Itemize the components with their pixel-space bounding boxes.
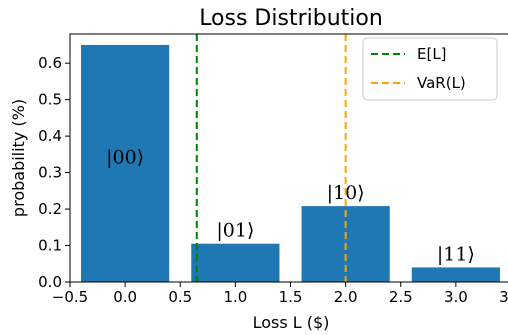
x-tick-label: 2.5: [389, 288, 413, 306]
y-tick-label: 0.3: [38, 164, 62, 182]
y-axis-ticks: 0.0 0.1 0.2 0.3 0.4 0.5 0.6: [38, 54, 70, 291]
x-tick-label: −0.5: [52, 288, 88, 306]
chart-title: Loss Distribution: [199, 6, 383, 31]
x-tick-label: 3.0: [444, 288, 468, 306]
x-tick-label: 1.5: [279, 288, 303, 306]
x-axis-ticks: −0.5 0.0 0.5 1.0 1.5 2.0 2.5 3.0 3.5: [52, 282, 508, 306]
x-tick-label: 1.0: [223, 288, 247, 306]
bar-label: |01⟩: [216, 220, 254, 242]
legend-entry: E[L]: [417, 45, 447, 63]
x-tick-label: 3.5: [499, 288, 508, 306]
bars-group: [81, 44, 500, 282]
y-tick-label: 0.1: [38, 237, 62, 255]
bar: [411, 267, 500, 282]
bar: [191, 243, 280, 282]
y-tick-label: 0.4: [38, 127, 62, 145]
y-tick-label: 0.2: [38, 200, 62, 218]
y-tick-label: 0.5: [38, 91, 62, 109]
y-tick-label: 0.6: [38, 54, 62, 72]
y-tick-label: 0.0: [38, 273, 62, 291]
legend-entry: VaR(L): [417, 74, 466, 92]
x-tick-label: 0.0: [113, 288, 137, 306]
x-tick-label: 0.5: [168, 288, 192, 306]
reference-lines-group: [195, 34, 347, 282]
bar-label: |00⟩: [106, 146, 144, 168]
y-axis-label: probability (%): [9, 99, 28, 217]
x-axis-label: Loss L ($): [253, 313, 330, 332]
x-tick-label: 2.0: [334, 288, 358, 306]
bar-labels-group: |00⟩|01⟩|10⟩|11⟩: [106, 146, 475, 265]
legend: E[L] VaR(L): [362, 37, 498, 101]
bar: [81, 44, 170, 282]
bar-label: |11⟩: [437, 243, 475, 265]
